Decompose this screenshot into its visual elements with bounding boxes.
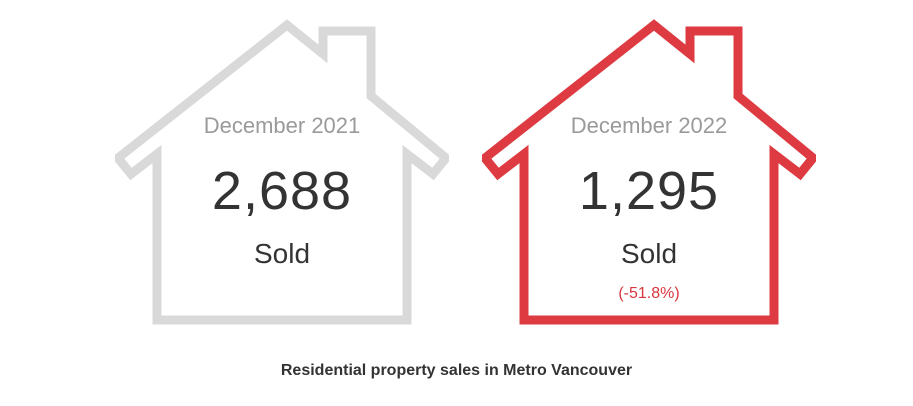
sold-label: Sold	[253, 238, 311, 269]
sold-label: Sold	[620, 238, 678, 269]
sales-value: 1,295	[578, 161, 720, 221]
period-label: December 2022	[570, 113, 728, 138]
house-outline-icon	[115, 19, 449, 325]
period-label: December 2021	[203, 113, 361, 138]
caption: Residential property sales in Metro Vanc…	[280, 362, 633, 379]
sales-value: 2,688	[211, 161, 353, 221]
house-outline-icon	[482, 19, 816, 325]
house-card-2021: December 2021 2,688 Sold	[115, 0, 449, 330]
percent-change: (-51.8%)	[618, 285, 680, 302]
house-card-2022: December 2022 1,295 Sold (-51.8%)	[482, 0, 816, 330]
